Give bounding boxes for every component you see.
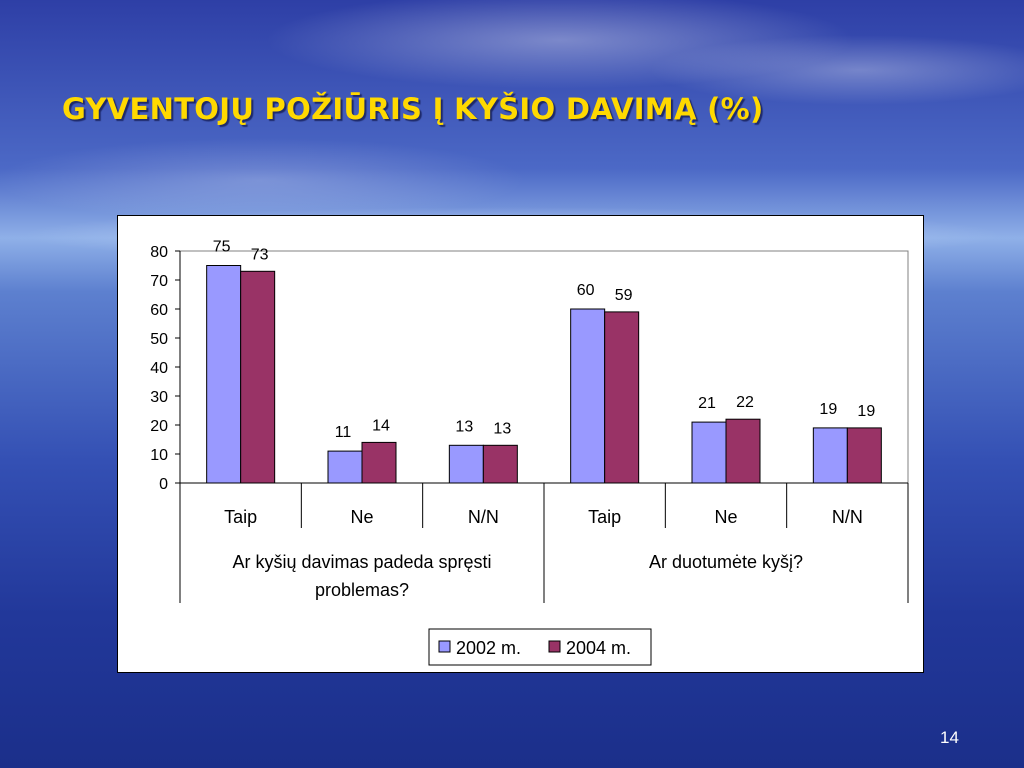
data-label: 19 bbox=[857, 403, 875, 420]
y-tick-label: 50 bbox=[150, 331, 168, 348]
x-category-label: Taip bbox=[224, 507, 257, 527]
x-category-label: Ne bbox=[714, 507, 737, 527]
legend-label: 2002 m. bbox=[456, 638, 521, 658]
legend-label: 2004 m. bbox=[566, 638, 631, 658]
data-label: 14 bbox=[372, 417, 390, 434]
x-category-label: N/N bbox=[832, 507, 863, 527]
bar bbox=[691, 421, 727, 484]
legend-swatch bbox=[438, 640, 451, 653]
data-label: 60 bbox=[577, 282, 595, 299]
bar bbox=[846, 427, 882, 484]
data-label: 11 bbox=[335, 424, 352, 441]
x-category-label: Taip bbox=[588, 507, 621, 527]
x-category-label: N/N bbox=[468, 507, 499, 527]
data-label: 22 bbox=[736, 394, 754, 411]
data-label: 19 bbox=[819, 401, 837, 418]
y-tick-label: 80 bbox=[150, 244, 168, 261]
y-tick-label: 60 bbox=[150, 302, 168, 319]
data-label: 73 bbox=[251, 246, 269, 263]
y-tick-label: 30 bbox=[150, 389, 168, 406]
bar bbox=[482, 444, 518, 484]
bar bbox=[240, 270, 276, 484]
data-label: 13 bbox=[493, 420, 511, 437]
y-tick-label: 20 bbox=[150, 418, 168, 435]
slide-title: GYVENTOJŲ POŽIŪRIS Į KYŠIO DAVIMĄ (%) bbox=[62, 92, 764, 126]
y-tick-label: 70 bbox=[150, 273, 168, 290]
y-tick-label: 0 bbox=[159, 476, 168, 493]
bar bbox=[206, 265, 242, 484]
bar-chart: 0 10 20 30 40 50 60 70 80 75 73 Taip 11 14 Ne 13 13 N/N 60… bbox=[150, 239, 909, 666]
y-tick-label: 40 bbox=[150, 360, 168, 377]
x-group-label: Ar duotumėte kyšį? bbox=[649, 552, 803, 572]
x-group-label: Ar kyšių davimas padeda spręsti bbox=[232, 552, 491, 572]
bar bbox=[725, 418, 761, 484]
data-label: 21 bbox=[698, 395, 716, 412]
bar bbox=[604, 311, 640, 484]
bar bbox=[327, 450, 363, 484]
bar bbox=[361, 441, 397, 484]
data-label: 13 bbox=[455, 418, 473, 435]
plot-area bbox=[179, 250, 909, 484]
bar bbox=[570, 308, 606, 484]
chart-container: 0 10 20 30 40 50 60 70 80 75 73 Taip 11 14 Ne 13 13 N/N 60… bbox=[117, 215, 924, 673]
legend-swatch bbox=[548, 640, 561, 653]
bar bbox=[448, 444, 484, 484]
page-number: 14 bbox=[940, 728, 959, 747]
data-label: 59 bbox=[615, 287, 633, 304]
legend-box bbox=[428, 628, 652, 666]
x-category-label: Ne bbox=[350, 507, 373, 527]
y-tick-label: 10 bbox=[150, 447, 168, 464]
data-label: 75 bbox=[213, 239, 231, 256]
bar bbox=[812, 427, 848, 484]
x-group-label: problemas? bbox=[315, 580, 409, 600]
